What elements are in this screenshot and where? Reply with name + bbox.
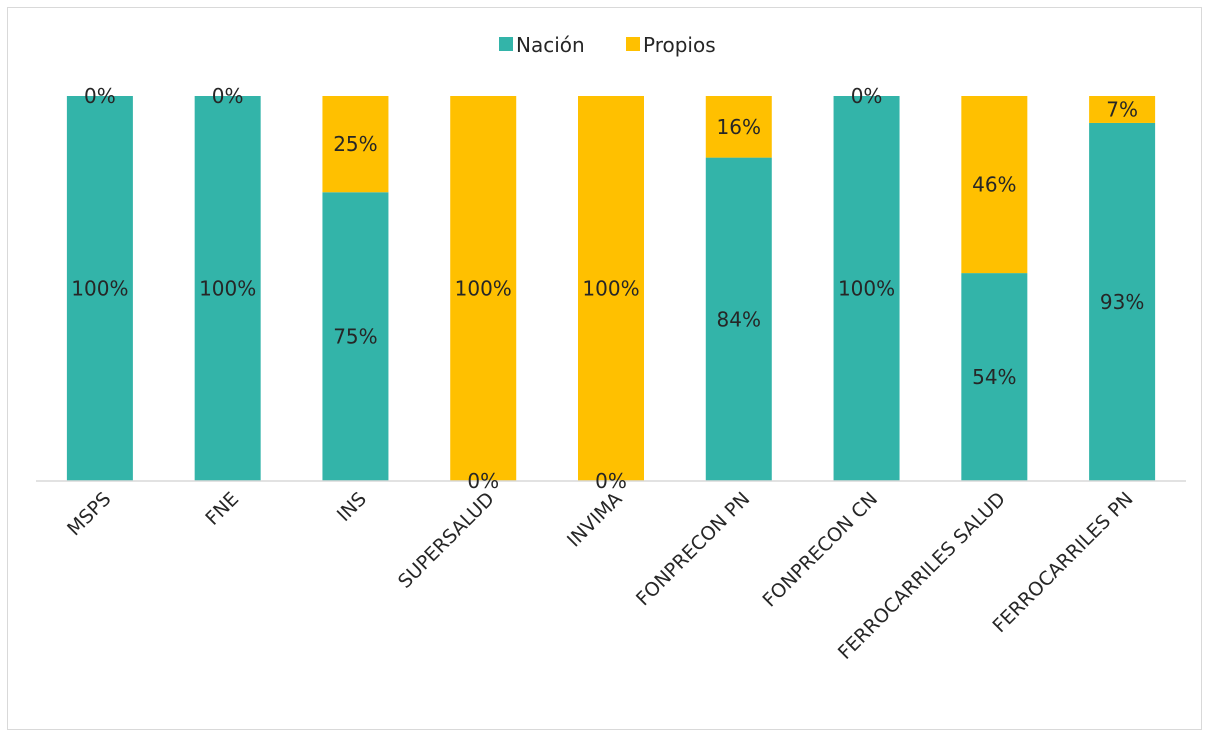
- legend: Nación Propios: [499, 33, 716, 57]
- data-label-propios-fonprecon-cn: 0%: [851, 84, 883, 108]
- legend-swatch-propios: [626, 37, 640, 51]
- x-tick-label-fonprecon-pn: FONPRECON PN: [632, 488, 754, 610]
- data-label-propios-invima: 100%: [582, 277, 639, 301]
- data-label-nacion-msps: 100%: [71, 277, 128, 301]
- data-label-nacion-fne: 100%: [199, 277, 256, 301]
- chart-frame: [7, 7, 1202, 730]
- bar-propios-supersalud: [450, 96, 517, 481]
- data-label-propios-msps: 0%: [84, 84, 116, 108]
- data-label-propios-ferrocarriles-salud: 46%: [972, 173, 1016, 197]
- data-label-nacion-ferrocarriles-salud: 54%: [972, 365, 1016, 389]
- data-label-nacion-ins: 75%: [333, 325, 377, 349]
- bar-propios-ferrocarriles-pn: [1089, 96, 1156, 123]
- x-tick-label-msps: MSPS: [63, 488, 115, 540]
- bar-propios-ferrocarriles-salud: [961, 96, 1028, 274]
- x-tick-label-fonprecon-cn: FONPRECON CN: [759, 488, 883, 612]
- bars-layer: [66, 96, 1156, 481]
- data-labels-layer: 100% 0% 100% 0% 75% 25% 0% 100% 0% 100% 84% 16% 100%…: [71, 84, 1144, 493]
- bar-propios-fonprecon-pn: [705, 96, 772, 158]
- data-label-nacion-ferrocarriles-pn: 93%: [1100, 290, 1144, 314]
- bar-propios-ins: [322, 96, 389, 193]
- bar-nacion-fonprecon-pn: [705, 157, 772, 481]
- x-tick-label-invima: INVIMA: [563, 488, 627, 552]
- bar-propios-invima: [578, 96, 644, 481]
- bar-nacion-fonprecon-cn: [833, 96, 900, 481]
- data-label-nacion-fonprecon-cn: 100%: [838, 277, 895, 301]
- x-tick-label-supersalud: SUPERSALUD: [394, 488, 499, 593]
- x-tick-label-fne: FNE: [201, 488, 243, 530]
- x-tick-labels: MSPS FNE INS SUPERSALUD INVIMA FONPRECON PN FO…: [63, 488, 1138, 664]
- data-label-propios-supersalud: 100%: [455, 277, 512, 301]
- legend-label-nacion: Nación: [516, 33, 585, 57]
- legend-swatch-nacion: [499, 37, 513, 51]
- x-tick-label-ferrocarriles-pn: FERROCARRILES PN: [988, 488, 1137, 637]
- data-label-propios-ferrocarriles-pn: 7%: [1106, 97, 1138, 121]
- data-label-nacion-supersalud: 0%: [467, 469, 499, 493]
- data-label-propios-fonprecon-pn: 16%: [717, 115, 761, 139]
- x-tick-label-ins: INS: [333, 488, 371, 526]
- data-label-propios-fne: 0%: [212, 84, 244, 108]
- bar-nacion-ferrocarriles-pn: [1089, 122, 1156, 481]
- data-label-propios-ins: 25%: [333, 132, 377, 156]
- legend-label-propios: Propios: [643, 33, 716, 57]
- bar-nacion-msps: [66, 96, 133, 481]
- bar-nacion-fne: [194, 96, 261, 481]
- bar-nacion-ferrocarriles-salud: [961, 273, 1028, 481]
- data-label-nacion-fonprecon-pn: 84%: [717, 307, 761, 331]
- bar-nacion-ins: [322, 192, 389, 481]
- data-label-nacion-invima: 0%: [595, 469, 627, 493]
